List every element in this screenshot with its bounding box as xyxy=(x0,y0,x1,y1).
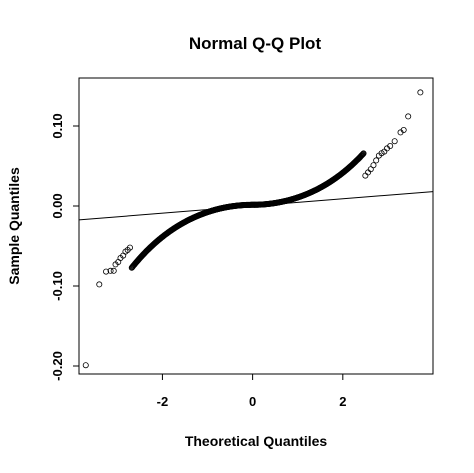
chart-title: Normal Q-Q Plot xyxy=(189,34,322,53)
data-point xyxy=(365,169,372,176)
data-point xyxy=(360,150,367,157)
data-point xyxy=(358,152,365,159)
data-point xyxy=(359,151,366,158)
x-tick-label: -2 xyxy=(157,394,169,409)
data-point xyxy=(110,267,117,274)
y-tick-label: 0.10 xyxy=(50,113,65,138)
y-axis: -0.20 -0.10 0.00 0.10 xyxy=(50,113,79,381)
data-point xyxy=(373,157,380,164)
x-tick-label: 0 xyxy=(249,394,256,409)
data-point xyxy=(107,267,114,274)
points-layer xyxy=(82,89,424,369)
data-point xyxy=(367,166,374,173)
data-point xyxy=(391,138,398,145)
data-point xyxy=(400,127,407,134)
x-tick-label: 2 xyxy=(339,394,346,409)
x-axis: -2 0 2 xyxy=(157,374,346,409)
data-point xyxy=(417,89,424,96)
data-point xyxy=(370,162,377,169)
y-axis-label: Sample Quantiles xyxy=(6,167,22,285)
data-point xyxy=(96,281,103,288)
data-point xyxy=(405,113,412,120)
data-point xyxy=(362,172,369,179)
data-point xyxy=(126,244,133,251)
y-tick-label: -0.20 xyxy=(50,351,65,381)
data-point xyxy=(359,152,366,159)
data-point xyxy=(387,142,394,149)
data-point xyxy=(103,268,110,275)
x-axis-label: Theoretical Quantiles xyxy=(185,433,328,449)
y-tick-label: 0.00 xyxy=(50,193,65,218)
data-point xyxy=(82,362,89,369)
y-tick-label: -0.10 xyxy=(50,271,65,301)
plot-frame xyxy=(78,77,434,375)
data-point xyxy=(360,150,367,157)
